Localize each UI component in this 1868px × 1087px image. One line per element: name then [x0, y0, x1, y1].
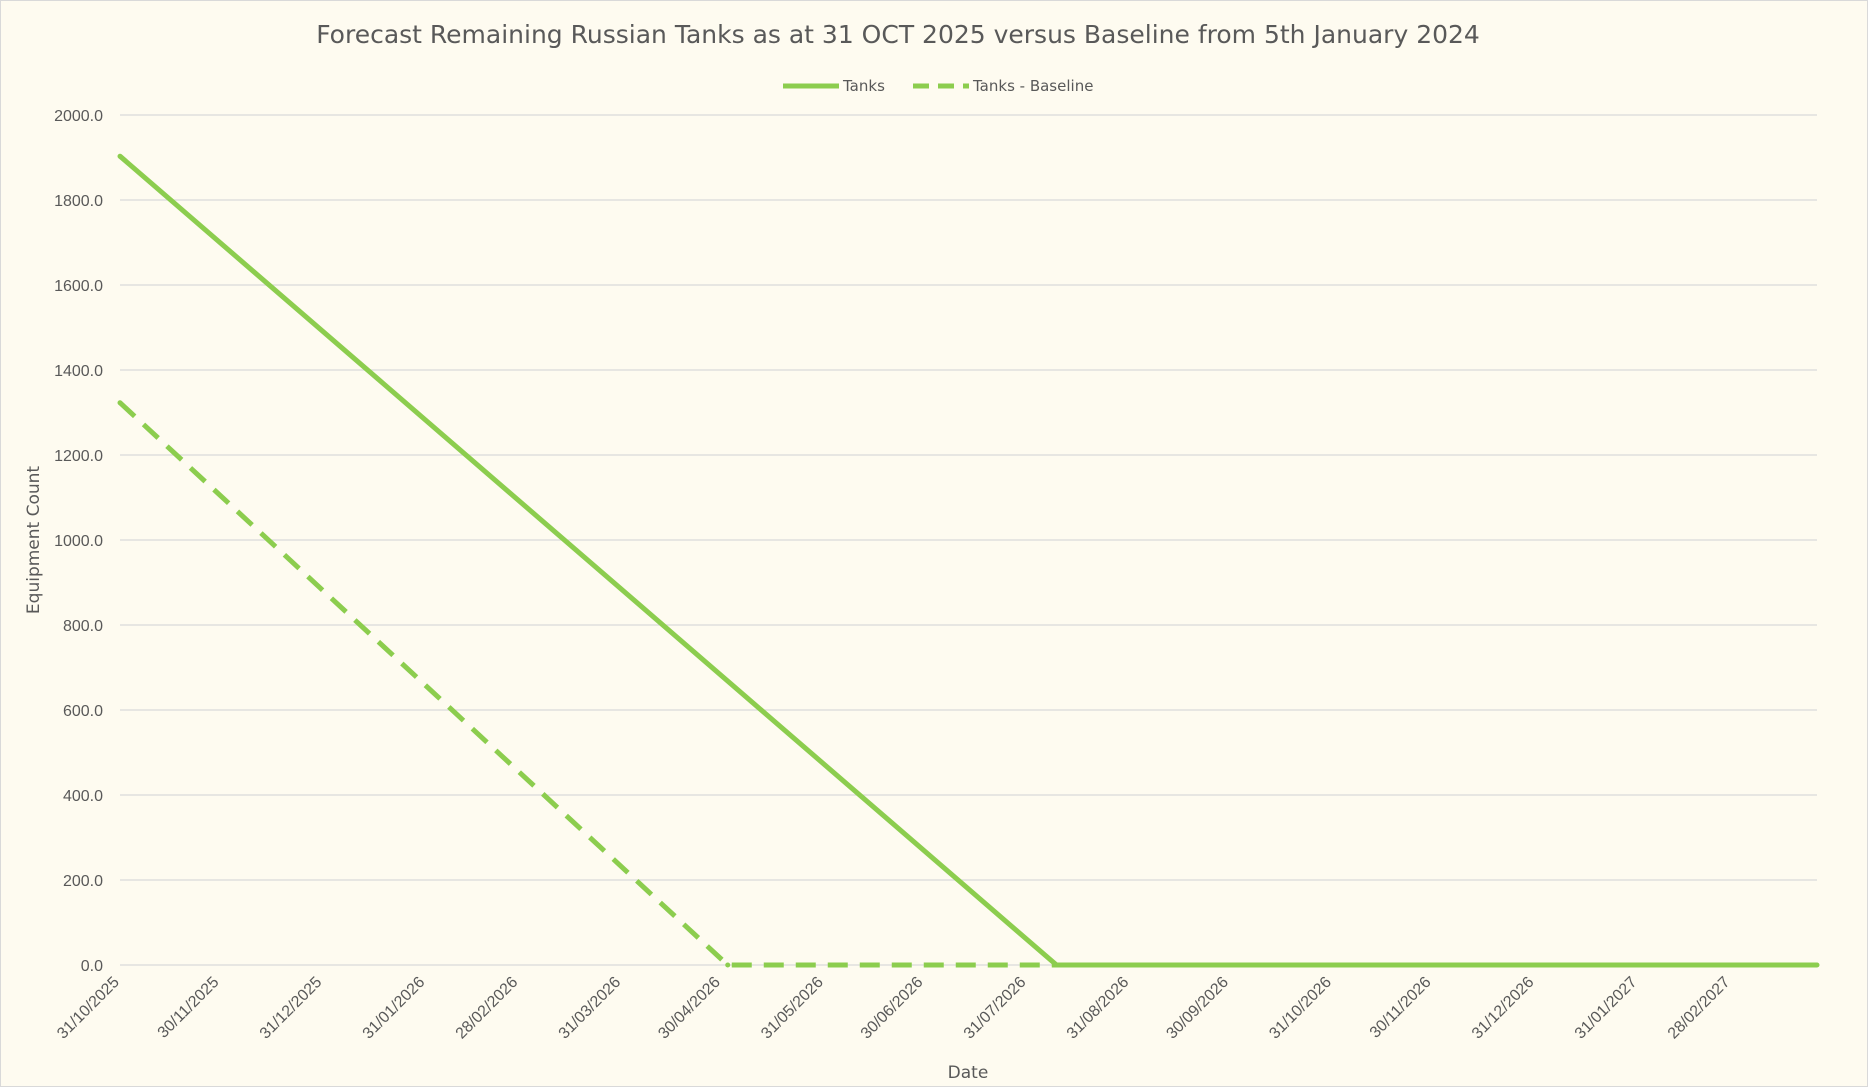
- data-point: [725, 962, 731, 968]
- series-line-tanks-baseline: [118, 400, 1057, 968]
- x-tick-label: 30/11/2025: [155, 974, 223, 1042]
- x-axis-tick-labels: 31/10/2025 30/11/2025 31/12/2025 31/01/2026…: [54, 974, 1733, 1043]
- series-line-tanks: [118, 154, 1817, 968]
- x-tick-label: 30/09/2026: [1163, 974, 1232, 1043]
- x-tick-label: 31/08/2026: [1064, 974, 1133, 1043]
- x-tick-label: 31/12/2025: [257, 974, 326, 1043]
- x-tick-label: 30/06/2026: [858, 974, 927, 1043]
- data-point: [117, 153, 123, 159]
- y-axis-title: Equipment Count: [24, 466, 44, 615]
- y-tick-label: 1800.0: [54, 193, 103, 210]
- y-tick-label: 2000.0: [54, 108, 103, 125]
- gridlines: [120, 114, 1817, 966]
- y-axis-tick-labels: 0.0 200.0 400.0 600.0 800.0 1000.0 1200.0 1400.…: [54, 108, 103, 975]
- x-tick-label: 30/04/2026: [655, 974, 724, 1043]
- y-tick-label: 1400.0: [54, 363, 103, 380]
- x-tick-label: 31/07/2026: [961, 974, 1030, 1043]
- y-tick-label: 1200.0: [54, 448, 103, 465]
- y-tick-label: 200.0: [63, 873, 103, 890]
- x-tick-label: 30/11/2026: [1367, 974, 1435, 1042]
- y-tick-label: 1600.0: [54, 278, 103, 295]
- x-tick-label: 31/05/2026: [758, 974, 827, 1043]
- x-tick-label: 28/02/2027: [1665, 974, 1734, 1043]
- x-axis-title: Date: [948, 1063, 989, 1083]
- y-tick-label: 600.0: [63, 703, 103, 720]
- y-tick-label: 0.0: [81, 958, 103, 975]
- chart-title: Forecast Remaining Russian Tanks as at 3…: [316, 20, 1480, 49]
- x-tick-label: 31/10/2026: [1266, 974, 1335, 1043]
- series-lines: [117, 153, 1820, 968]
- x-tick-label: 31/01/2026: [360, 974, 429, 1043]
- x-tick-label: 31/03/2026: [556, 974, 625, 1043]
- y-tick-label: 800.0: [63, 618, 103, 635]
- legend-label-tanks: Tanks: [842, 77, 885, 95]
- data-point: [1814, 962, 1820, 968]
- x-tick-label: 31/10/2025: [54, 974, 123, 1043]
- data-point: [1054, 962, 1060, 968]
- x-tick-label: 31/01/2027: [1572, 974, 1641, 1043]
- data-point: [117, 400, 123, 406]
- legend-label-tanks-baseline: Tanks - Baseline: [972, 77, 1093, 95]
- legend: Tanks Tanks - Baseline: [783, 77, 1093, 95]
- x-tick-label: 31/12/2026: [1469, 974, 1538, 1043]
- y-tick-label: 400.0: [63, 788, 103, 805]
- y-tick-label: 1000.0: [54, 533, 103, 550]
- x-tick-label: 28/02/2026: [453, 974, 522, 1043]
